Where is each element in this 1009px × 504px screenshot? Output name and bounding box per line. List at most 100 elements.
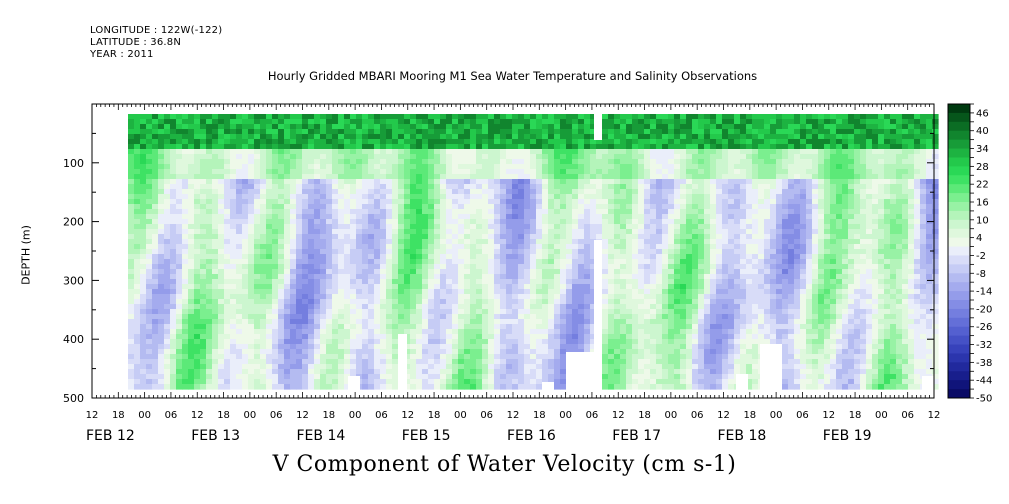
heatmap-cell xyxy=(332,269,339,275)
heatmap-cell xyxy=(596,179,603,185)
heatmap-cell xyxy=(200,134,207,140)
heatmap-cell xyxy=(542,194,549,200)
heatmap-cell xyxy=(548,214,555,220)
heatmap-cell xyxy=(158,239,165,245)
heatmap-cell xyxy=(302,219,309,225)
heatmap-cell xyxy=(812,149,819,155)
heatmap-cell xyxy=(206,244,213,250)
heatmap-cell xyxy=(890,119,897,125)
heatmap-cell xyxy=(326,224,333,230)
heatmap-cell xyxy=(884,139,891,145)
heatmap-cell xyxy=(884,169,891,175)
heatmap-cell xyxy=(302,149,309,155)
heatmap-cell xyxy=(932,274,939,280)
heatmap-cell xyxy=(794,254,801,260)
heatmap-cell xyxy=(920,259,927,265)
heatmap-cell xyxy=(494,114,501,120)
heatmap-cell xyxy=(212,139,219,145)
heatmap-cell xyxy=(278,269,285,275)
heatmap-cell xyxy=(842,204,849,210)
heatmap-cell xyxy=(566,229,573,235)
heatmap-cell xyxy=(278,124,285,130)
heatmap-cell xyxy=(818,289,825,295)
heatmap-cell xyxy=(506,204,513,210)
heatmap-cell xyxy=(512,199,519,205)
heatmap-cell xyxy=(296,194,303,200)
heatmap-cell xyxy=(476,269,483,275)
heatmap-cell xyxy=(746,124,753,130)
heatmap-cell xyxy=(722,154,729,160)
heatmap-cell xyxy=(644,284,651,290)
heatmap-cell xyxy=(896,269,903,275)
heatmap-cell xyxy=(266,124,273,130)
heatmap-cell xyxy=(626,274,633,280)
heatmap-cell xyxy=(512,284,519,290)
heatmap-cell xyxy=(338,194,345,200)
heatmap-cell xyxy=(224,159,231,165)
heatmap-cell xyxy=(410,284,417,290)
heatmap-cell xyxy=(410,184,417,190)
heatmap-cell xyxy=(764,179,771,185)
heatmap-cell xyxy=(452,149,459,155)
heatmap-cell xyxy=(890,149,897,155)
heatmap-cell xyxy=(434,194,441,200)
heatmap-cell xyxy=(284,124,291,130)
heatmap-cell xyxy=(734,144,741,150)
heatmap-cell xyxy=(848,144,855,150)
heatmap-cell xyxy=(278,119,285,125)
heatmap-cell xyxy=(200,119,207,125)
heatmap-cell xyxy=(194,284,201,290)
heatmap-cell xyxy=(806,164,813,170)
heatmap-cell xyxy=(440,144,447,150)
heatmap-cell xyxy=(332,289,339,295)
heatmap-cell xyxy=(500,279,507,285)
heatmap-cell xyxy=(542,219,549,225)
heatmap-cell xyxy=(368,154,375,160)
heatmap-cell xyxy=(590,119,597,125)
heatmap-cell xyxy=(440,194,447,200)
heatmap-cell xyxy=(914,174,921,180)
heatmap-cell xyxy=(698,209,705,215)
heatmap-cell xyxy=(188,289,195,295)
heatmap-cell xyxy=(266,219,273,225)
heatmap-cell xyxy=(428,144,435,150)
heatmap-cell xyxy=(662,179,669,185)
heatmap-cell xyxy=(296,114,303,120)
heatmap-cell xyxy=(908,279,915,285)
heatmap-cell xyxy=(368,159,375,165)
heatmap-cell xyxy=(746,254,753,260)
heatmap-cell xyxy=(728,294,735,300)
heatmap-cell xyxy=(134,209,141,215)
heatmap-cell xyxy=(398,269,405,275)
heatmap-cell xyxy=(404,279,411,285)
heatmap-cell xyxy=(770,159,777,165)
heatmap-cell xyxy=(380,169,387,175)
heatmap-cell xyxy=(674,154,681,160)
heatmap-cell xyxy=(422,164,429,170)
heatmap-cell xyxy=(254,269,261,275)
heatmap-cell xyxy=(836,219,843,225)
heatmap-cell xyxy=(560,124,567,130)
heatmap-cell xyxy=(500,239,507,245)
heatmap-cell xyxy=(776,269,783,275)
heatmap-cell xyxy=(476,199,483,205)
heatmap-cell xyxy=(206,214,213,220)
heatmap-cell xyxy=(224,279,231,285)
heatmap-cell xyxy=(626,244,633,250)
heatmap-cell xyxy=(512,244,519,250)
heatmap-cell xyxy=(128,179,135,185)
heatmap-cell xyxy=(356,154,363,160)
heatmap-cell xyxy=(578,199,585,205)
heatmap-cell xyxy=(614,194,621,200)
heatmap-cell xyxy=(398,199,405,205)
heatmap-cell xyxy=(446,239,453,245)
heatmap-cell xyxy=(548,264,555,270)
heatmap-cell xyxy=(458,244,465,250)
heatmap-cell xyxy=(698,234,705,240)
heatmap-cell xyxy=(668,124,675,130)
heatmap-cell xyxy=(422,234,429,240)
heatmap-cell xyxy=(272,229,279,235)
heatmap-cell xyxy=(668,254,675,260)
heatmap-cell xyxy=(632,259,639,265)
heatmap-cell xyxy=(740,249,747,255)
